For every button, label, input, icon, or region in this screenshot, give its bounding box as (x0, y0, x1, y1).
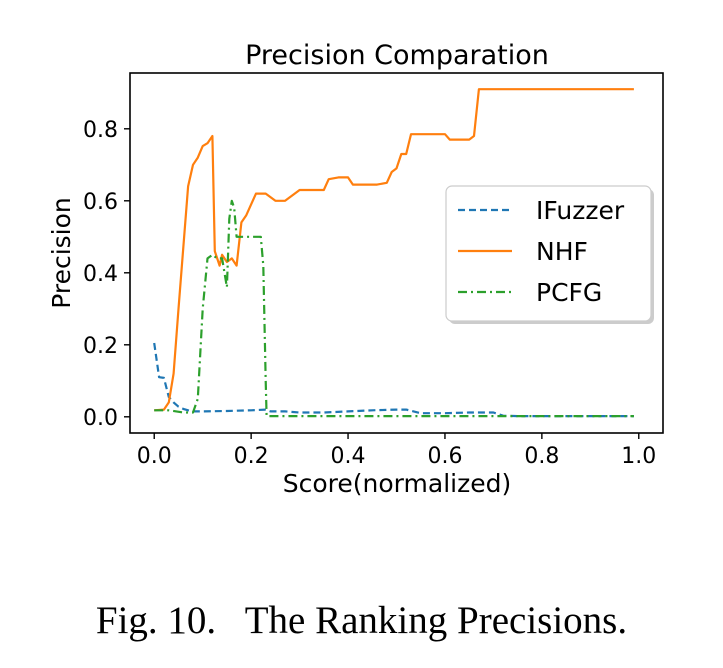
y-tick-label: 0.8 (83, 118, 118, 143)
series-layer (153, 88, 634, 418)
y-tick-label: 0.4 (83, 262, 118, 287)
figure-caption: Fig. 10. The Ranking Precisions. (95, 599, 628, 642)
precision-chart: Precision Comparation 0.0 0.2 0.4 0.6 0.8 1.0… (47, 40, 664, 498)
x-tick-label: 0.8 (524, 444, 559, 469)
legend-box (445, 185, 652, 322)
x-tick-label: 1.0 (621, 444, 656, 469)
y-axis-ticks: 0.0 0.2 0.4 0.6 0.8 (83, 118, 130, 431)
legend: IFuzzer NHF PCFG (445, 185, 654, 324)
x-axis-ticks: 0.0 0.2 0.4 0.6 0.8 1.0 (137, 433, 656, 469)
legend-label-ifuzzer: IFuzzer (536, 196, 625, 225)
x-tick-label: 0.4 (331, 444, 366, 469)
series-line-ifuzzer (153, 342, 634, 418)
y-tick-label: 0.2 (83, 334, 118, 359)
plot-frame (129, 72, 664, 434)
x-tick-label: 0.0 (137, 444, 172, 469)
x-tick-label: 0.2 (234, 444, 269, 469)
x-tick-label: 0.6 (427, 444, 462, 469)
legend-label-nhf: NHF (536, 237, 588, 266)
y-axis-label: Precision (47, 197, 76, 309)
series-line-pcfg (154, 199, 634, 418)
y-tick-label: 0.0 (83, 406, 118, 431)
chart-title: Precision Comparation (245, 40, 549, 71)
series-line-nhf (154, 88, 634, 412)
x-axis-label: Score(normalized) (283, 469, 511, 498)
legend-label-pcfg: PCFG (536, 278, 602, 307)
y-tick-label: 0.6 (83, 190, 118, 215)
